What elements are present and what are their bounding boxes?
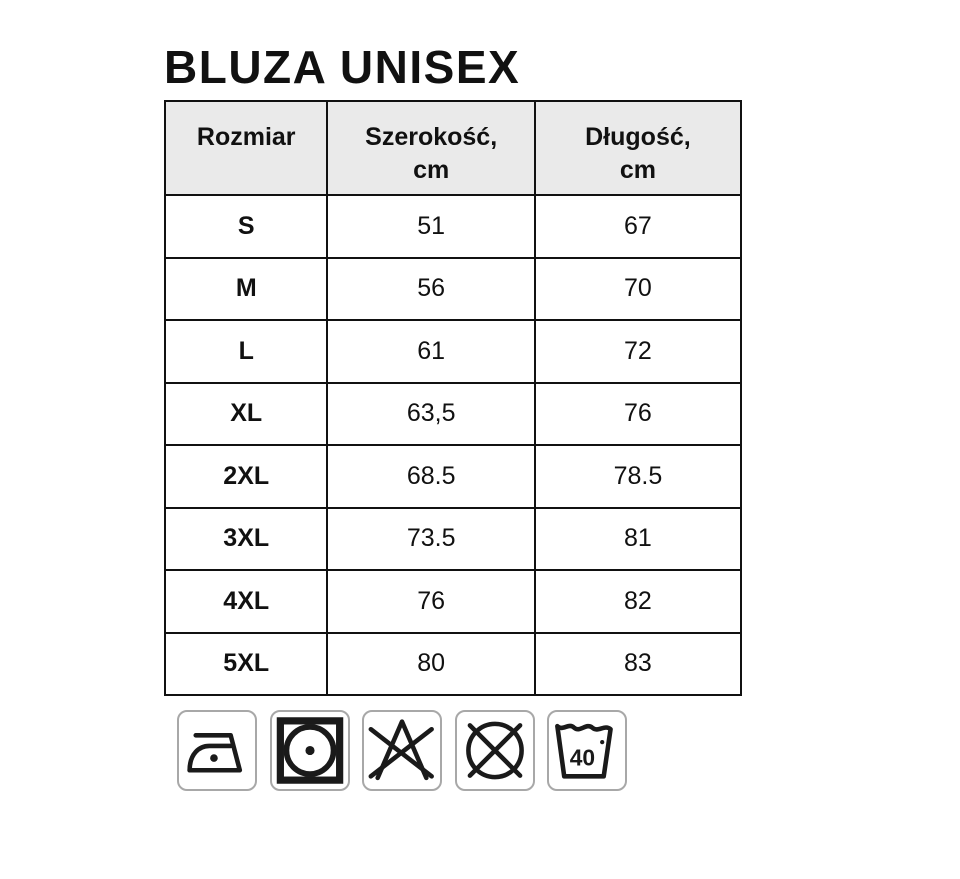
svg-text:40: 40 — [570, 745, 595, 771]
